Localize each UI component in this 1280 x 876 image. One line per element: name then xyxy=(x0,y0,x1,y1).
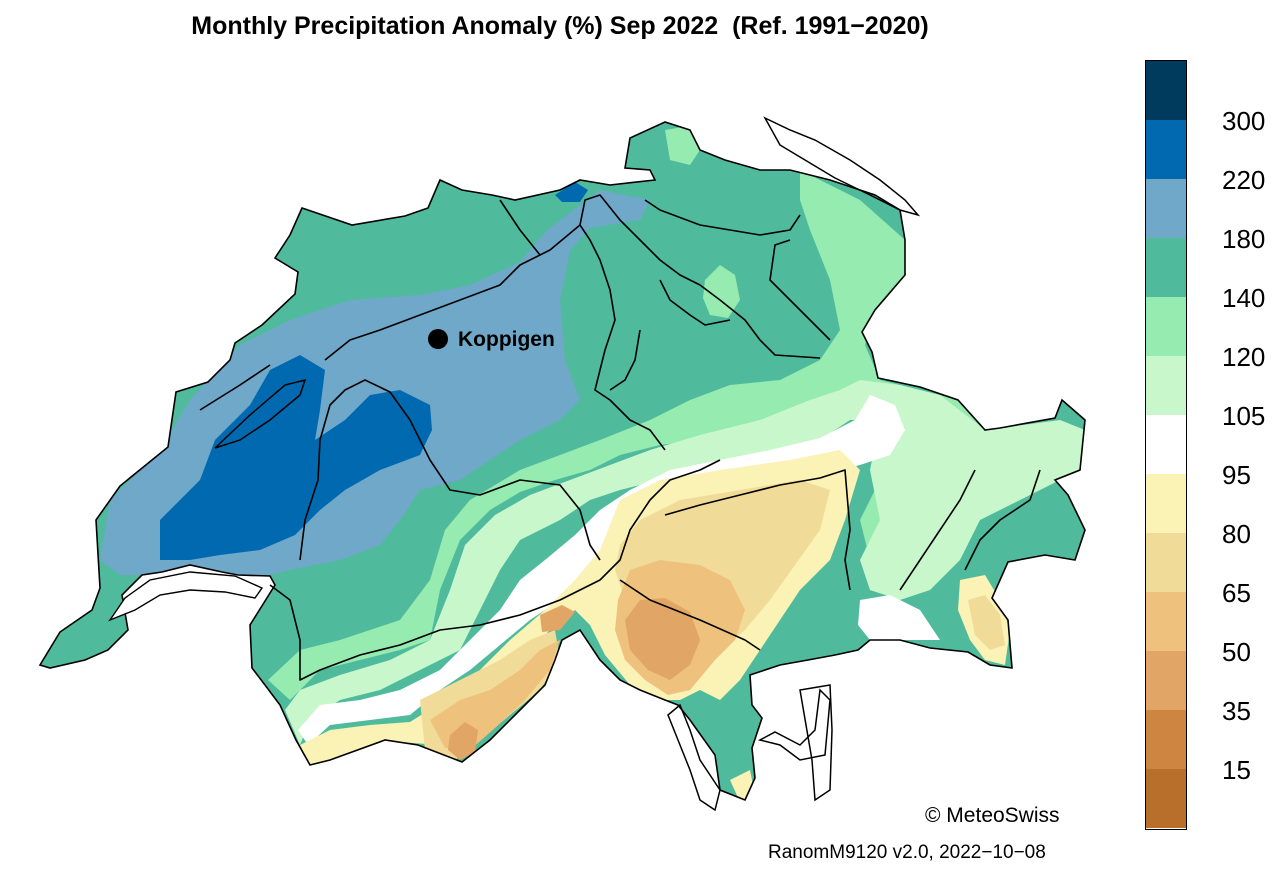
koppigen-marker xyxy=(428,329,448,349)
legend-label-50: 50 xyxy=(1222,637,1251,667)
lake-maggiore xyxy=(667,703,721,812)
zone-105-120 xyxy=(285,380,1085,745)
legend-label-220: 220 xyxy=(1222,165,1266,195)
legend-label-15: 15 xyxy=(1222,755,1251,785)
legend-label-140: 140 xyxy=(1222,283,1266,313)
lake-constance xyxy=(763,116,921,217)
legend-swatch-220-300 xyxy=(1146,120,1186,179)
legend-swatch-105-120 xyxy=(1146,356,1186,415)
legend-label-35: 35 xyxy=(1222,696,1251,726)
precipitation-map xyxy=(38,116,1086,812)
legend-label-180: 180 xyxy=(1222,224,1266,254)
zone-35-50 xyxy=(625,598,700,680)
legend-swatch-140-180 xyxy=(1146,238,1186,297)
zone-120-140-patch xyxy=(703,265,740,318)
zone-50-65-sw xyxy=(430,640,560,750)
legend-swatch-below15 xyxy=(1146,769,1186,828)
zone-120-140-ne xyxy=(665,125,700,165)
legend-swatch-95-105 xyxy=(1146,415,1186,474)
legend-label-95: 95 xyxy=(1222,460,1251,490)
zone-140-180-ticino xyxy=(730,705,744,724)
legend-label-65: 65 xyxy=(1222,578,1251,608)
lake-neuchatel xyxy=(214,378,307,449)
product-version: RanomM9120 v2.0, 2022−10−08 xyxy=(768,842,1046,863)
legend-label-120: 120 xyxy=(1222,342,1266,372)
river-lines xyxy=(199,194,1041,681)
legend-label-300: 300 xyxy=(1222,106,1266,136)
legend-swatch-180-220 xyxy=(1146,179,1186,238)
zone-120-140-east xyxy=(268,170,1000,700)
legend-swatch-above300 xyxy=(1146,61,1186,120)
country-border xyxy=(38,121,1086,802)
zone-220-300 xyxy=(160,355,432,560)
legend-swatch-80-95 xyxy=(1146,474,1186,533)
legend-swatch-120-140 xyxy=(1146,297,1186,356)
copyright-notice: © MeteoSwiss xyxy=(925,804,1060,827)
legend-swatch-35-50 xyxy=(1146,651,1186,710)
legend-label-80: 80 xyxy=(1222,519,1251,549)
zone-35-50-sw xyxy=(448,722,478,760)
station-label: Koppigen xyxy=(458,328,555,351)
zone-220-300-north xyxy=(555,182,588,202)
zone-35-50-sw2 xyxy=(540,605,575,632)
zone-65-80-se xyxy=(968,595,1005,650)
lake-como xyxy=(799,684,833,802)
legend-swatch-65-80 xyxy=(1146,533,1186,592)
map-title: Monthly Precipitation Anomaly (%) Sep 20… xyxy=(191,12,929,40)
lake-lugano xyxy=(757,688,831,761)
legend-label-105: 105 xyxy=(1222,401,1266,431)
lake-geneva xyxy=(108,571,264,622)
color-legend xyxy=(1145,60,1187,830)
legend-swatch-15-35 xyxy=(1146,710,1186,769)
legend-swatch-50-65 xyxy=(1146,592,1186,651)
zone-95-105-se xyxy=(858,595,940,640)
